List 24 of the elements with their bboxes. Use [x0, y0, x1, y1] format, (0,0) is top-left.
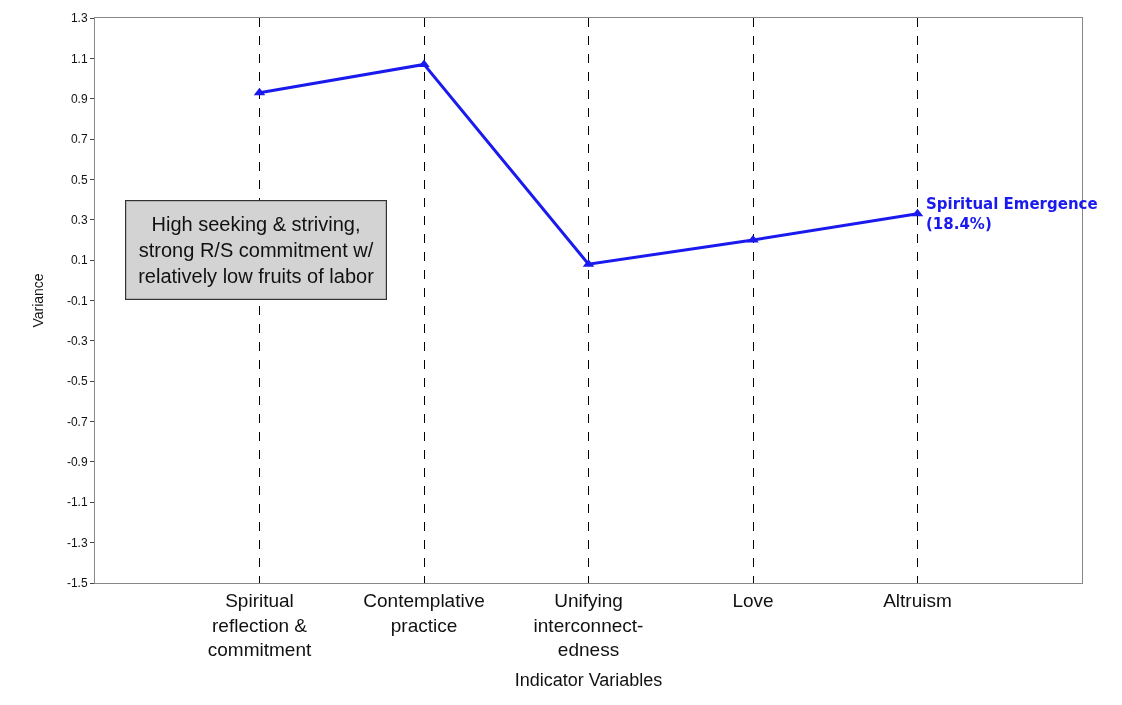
- y-tick-label: -0.3: [66, 334, 88, 349]
- x-axis-title: Indicator Variables: [514, 670, 663, 691]
- y-tick-label: 0.5: [70, 172, 88, 187]
- y-tick-label: 0.3: [70, 212, 88, 227]
- x-tick-label: Unifying interconnect- edness: [533, 589, 644, 661]
- y-tick-label: 0.7: [70, 132, 88, 147]
- x-tick-label: Spiritual reflection & commitment: [207, 589, 312, 661]
- y-tick-label: 0.1: [70, 253, 88, 268]
- series-label: Spiritual Emergence (18.4%): [926, 195, 1098, 233]
- y-tick-label: -1.3: [66, 535, 88, 550]
- y-axis-title: Variance: [29, 273, 46, 328]
- y-tick-label: -0.1: [66, 293, 88, 308]
- y-tick-label: -0.5: [66, 374, 88, 389]
- x-tick-label: Love: [732, 589, 774, 611]
- y-tick-label: -1.5: [66, 576, 88, 591]
- y-tick-label: -0.9: [66, 455, 88, 470]
- x-tick-label: Altruism: [883, 589, 952, 611]
- x-tick-label: Contemplative practice: [363, 589, 485, 636]
- annotation: High seeking & striving, strong R/S commitment w/ relatively low fruits of labor: [138, 213, 375, 288]
- y-tick-label: 1.3: [70, 11, 88, 26]
- y-tick-label: -0.7: [66, 414, 88, 429]
- y-tick-label: 0.9: [70, 91, 88, 106]
- y-tick-label: 1.1: [70, 51, 88, 66]
- y-tick-label: -1.1: [66, 495, 88, 510]
